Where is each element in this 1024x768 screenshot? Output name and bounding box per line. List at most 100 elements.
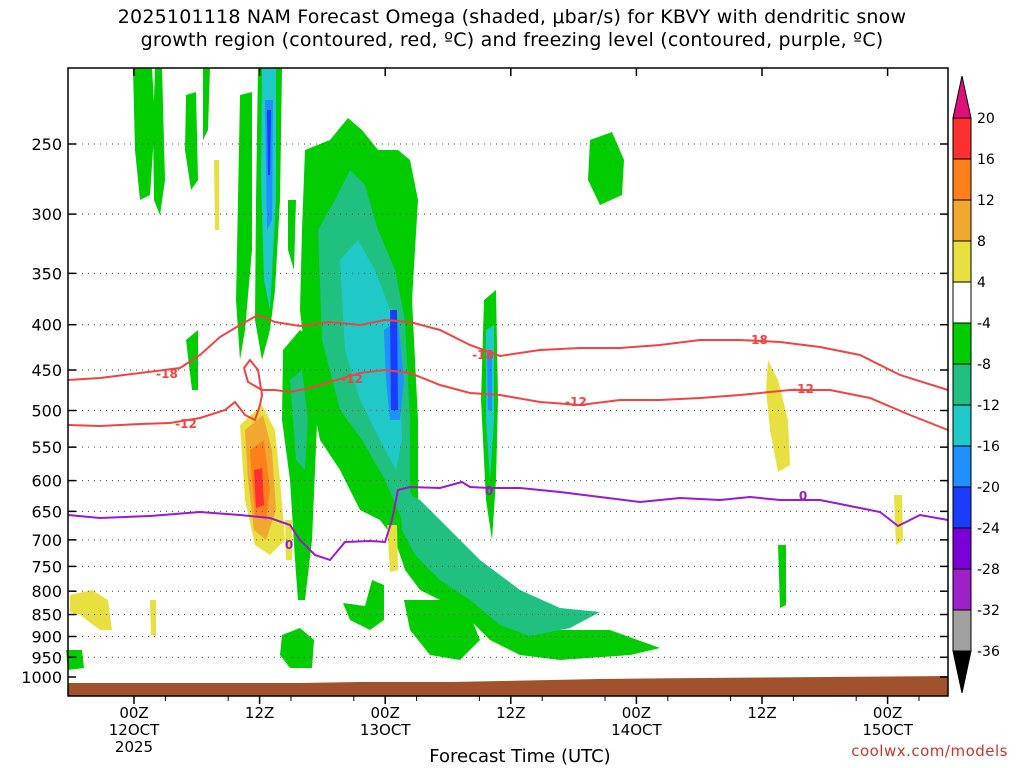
- shade-seagreen: [290, 370, 308, 470]
- y-tick-label: 300: [31, 205, 62, 224]
- y-tick-label: 900: [31, 627, 62, 646]
- x-tick-label: 12Z: [245, 704, 274, 722]
- chart-title: 2025101118 NAM Forecast Omega (shaded, μ…: [0, 6, 1024, 52]
- plot-frame: [67, 67, 949, 697]
- x-tick-label: 15OCT: [862, 721, 913, 739]
- colorbar-label: 20: [977, 111, 995, 127]
- colorbar-bottom-arrow: [952, 650, 972, 694]
- shade-yellow: [894, 495, 903, 545]
- shade-green: [185, 92, 198, 190]
- colorbar-swatch: [952, 404, 972, 447]
- shade-green: [236, 92, 252, 360]
- colorbar-swatch: [952, 568, 972, 611]
- shade-yellow: [387, 525, 398, 572]
- colorbar-label: -4: [977, 316, 991, 332]
- gridlines: [76, 143, 940, 658]
- x-tick-label: 00Z: [119, 704, 148, 722]
- y-tick-label: 250: [31, 135, 62, 154]
- terrain: [68, 676, 948, 696]
- x-tick-label: 00Z: [873, 704, 902, 722]
- colorbar-label: -24: [977, 521, 1000, 537]
- contour-label: -12: [565, 395, 587, 409]
- x-tick-label: 00Z: [622, 704, 651, 722]
- colorbar-swatch: [952, 363, 972, 406]
- colorbar-swatch: [952, 281, 972, 324]
- y-axis: 250 300 350 400 450 500 550 600 650 700 750 800 850 9…: [21, 135, 948, 687]
- y-tick-label: 450: [31, 361, 62, 380]
- colorbar-swatch: [952, 445, 972, 488]
- dgz-contour-minus18: [67, 313, 949, 391]
- dgz-contour-minus12: [67, 358, 949, 431]
- shade-yellow: [70, 590, 112, 630]
- x-tick-label: 14OCT: [611, 721, 662, 739]
- y-tick-label: 550: [31, 438, 62, 457]
- shade-yellow: [150, 600, 156, 635]
- y-tick-label: 650: [31, 502, 62, 521]
- x-tick-label: 13OCT: [360, 721, 411, 739]
- colorbar-label: -12: [977, 398, 1000, 414]
- contour-label: 0: [799, 489, 807, 503]
- colorbar-swatch: [952, 322, 972, 365]
- colorbar-label: -36: [977, 644, 1000, 660]
- x-tick-label: 2025: [115, 738, 153, 756]
- colorbar-swatch: [952, 240, 972, 283]
- colorbar-swatch: [952, 117, 972, 160]
- colorbar-label: -20: [977, 480, 1000, 496]
- contour-label: 0: [285, 538, 293, 552]
- colorbar-label: -28: [977, 562, 1000, 578]
- contour-label: -18: [746, 333, 768, 347]
- shade-green: [282, 330, 318, 600]
- contours: [67, 313, 949, 562]
- colorbar-label: 16: [977, 152, 995, 168]
- shade-green: [133, 68, 155, 200]
- colorbar-label: -8: [977, 357, 991, 373]
- x-tick-label: 12Z: [496, 704, 525, 722]
- contour-label: -12: [792, 382, 814, 396]
- shade-darkblue: [267, 110, 271, 175]
- colorbar-swatch: [952, 199, 972, 242]
- shade-seagreen: [400, 490, 600, 636]
- shade-red: [254, 468, 264, 508]
- y-tick-label: 1000: [21, 668, 62, 687]
- contour-label: -18: [156, 367, 178, 381]
- contour-label: -18: [472, 348, 494, 362]
- contour-label: 0: [485, 484, 493, 498]
- colorbar-swatch: [952, 527, 972, 570]
- y-tick-label: 350: [31, 264, 62, 283]
- title-line-1: 2025101118 NAM Forecast Omega (shaded, μ…: [117, 6, 907, 28]
- shade-green: [288, 200, 296, 270]
- shade-green: [778, 545, 786, 608]
- shade-green: [66, 650, 84, 670]
- shade-green: [588, 132, 624, 205]
- colorbar-swatch: [952, 486, 972, 529]
- colorbar-label: 8: [977, 234, 986, 250]
- y-tick-label: 950: [31, 648, 62, 667]
- x-axis-title: Forecast Time (UTC): [429, 746, 611, 767]
- shade-darkblue: [390, 310, 398, 410]
- shade-green: [153, 68, 165, 215]
- x-tick-label: 12OCT: [109, 721, 160, 739]
- shade-yellow: [285, 520, 292, 560]
- y-tick-label: 600: [31, 472, 62, 491]
- y-tick-label: 850: [31, 606, 62, 625]
- y-tick-label: 400: [31, 316, 62, 335]
- colorbar-label: 4: [977, 275, 986, 291]
- x-tick-label: 12Z: [747, 704, 776, 722]
- shade-yellow: [766, 360, 790, 472]
- colorbar: 20 16 12 8 4 -4 -8 -12 -16 -20 -24 -28 -32 -36: [952, 75, 1000, 694]
- y-tick-label: 750: [31, 557, 62, 576]
- shade-teal: [340, 240, 402, 470]
- contour-label: -12: [341, 372, 363, 386]
- colorbar-top-arrow: [952, 75, 972, 119]
- colorbar-label: -16: [977, 439, 1000, 455]
- shade-yellow: [214, 160, 219, 230]
- freezing-contour: [67, 480, 949, 562]
- contour-label: -12: [175, 417, 197, 431]
- colorbar-swatch: [952, 609, 972, 652]
- colorbar-label: -32: [977, 603, 1000, 619]
- y-tick-label: 700: [31, 531, 62, 550]
- x-tick-label: 00Z: [371, 704, 400, 722]
- credit-text: coolwx.com/models: [851, 742, 1008, 760]
